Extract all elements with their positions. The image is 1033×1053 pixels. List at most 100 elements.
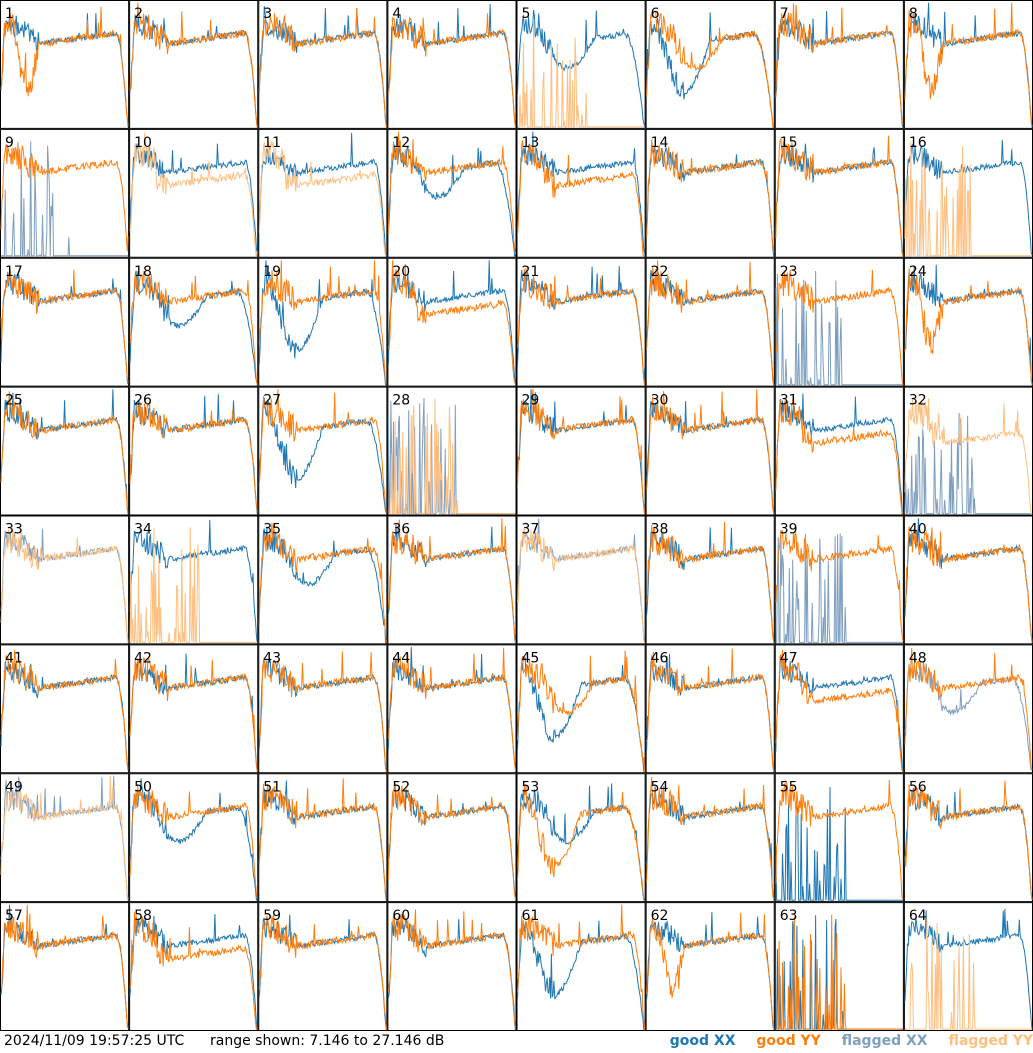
yy-trace — [258, 914, 387, 1030]
panel-label: 34 — [134, 522, 152, 538]
panel-30: 30 — [645, 386, 775, 516]
panel-label: 62 — [651, 908, 669, 924]
yy-trace — [517, 389, 646, 515]
xx-trace — [387, 646, 516, 770]
panel-58: 58 — [129, 902, 259, 1031]
panel-label: 44 — [392, 650, 410, 666]
panel-label: 18 — [134, 264, 152, 280]
panel-frame — [129, 128, 259, 258]
panel-label: 37 — [522, 522, 540, 538]
panel-20: 20 — [387, 257, 517, 387]
panel-frame — [516, 257, 646, 387]
panel-label: 5 — [522, 6, 531, 22]
yy-trace — [904, 526, 1033, 644]
panel-45: 45 — [516, 644, 646, 774]
panel-label: 9 — [5, 135, 14, 151]
yy-trace — [0, 527, 129, 644]
xx-trace — [775, 270, 903, 386]
panel-label: 43 — [263, 650, 281, 666]
panel-label: 27 — [263, 393, 281, 409]
panel-frame — [516, 0, 646, 129]
panel-label: 40 — [909, 522, 927, 538]
panel-frame — [258, 128, 388, 258]
panel-42: 42 — [129, 644, 259, 774]
yy-trace — [0, 775, 129, 900]
panel-18: 18 — [129, 257, 259, 387]
xx-trace — [904, 264, 1033, 384]
panel-label: 56 — [909, 779, 927, 795]
panel-label: 42 — [134, 650, 152, 666]
yy-trace — [904, 397, 1033, 516]
yy-trace — [646, 521, 775, 644]
yy-trace — [904, 141, 1032, 257]
panel-60: 60 — [387, 902, 517, 1031]
panel-label: 14 — [651, 135, 669, 151]
panel-label: 24 — [909, 264, 927, 280]
panel-1: 1 — [0, 0, 130, 129]
panel-label: 64 — [909, 908, 927, 924]
yy-trace — [129, 527, 258, 643]
legend-good-yy: good YY — [756, 1033, 821, 1049]
panel-frame — [0, 128, 130, 258]
yy-trace — [646, 260, 775, 386]
xx-trace — [646, 145, 775, 257]
panel-35: 35 — [258, 515, 388, 645]
panel-38: 38 — [645, 515, 775, 645]
panel-label: 12 — [392, 135, 410, 151]
panel-label: 59 — [263, 908, 281, 924]
xx-trace — [775, 658, 904, 772]
yy-trace — [646, 777, 775, 900]
yy-trace — [258, 778, 387, 899]
yy-trace — [904, 780, 1033, 901]
panel-label: 7 — [780, 6, 789, 22]
panel-frame — [129, 773, 259, 903]
panel-label: 25 — [5, 393, 23, 409]
yy-trace — [258, 260, 387, 384]
panel-17: 17 — [0, 257, 130, 387]
yy-trace — [258, 141, 387, 257]
yy-trace — [129, 911, 258, 1030]
panel-frame — [258, 0, 388, 129]
panel-48: 48 — [903, 644, 1033, 774]
panel-label: 23 — [780, 264, 798, 280]
panel-label: 4 — [392, 6, 401, 22]
panel-61: 61 — [516, 902, 646, 1031]
panel-frame — [0, 773, 130, 903]
yy-trace — [517, 904, 646, 1030]
yy-trace — [646, 912, 775, 1030]
panel-24: 24 — [903, 257, 1033, 387]
panel-25: 25 — [0, 386, 130, 516]
timestamp: 2024/11/09 19:57:25 UTC — [4, 1033, 185, 1049]
yy-trace — [129, 400, 258, 512]
yy-trace — [775, 394, 904, 515]
panel-9: 9 — [0, 128, 130, 258]
yy-trace — [387, 131, 516, 255]
panel-frame — [387, 515, 517, 645]
xx-trace — [904, 139, 1033, 256]
panel-label: 21 — [522, 264, 540, 280]
yy-trace — [517, 784, 645, 900]
panel-frame — [774, 644, 904, 774]
panel-13: 13 — [516, 128, 646, 258]
yy-trace — [129, 270, 258, 386]
panel-frame — [387, 644, 517, 774]
panel-label: 52 — [392, 779, 410, 795]
yy-trace — [129, 785, 258, 899]
panel-frame — [258, 902, 388, 1031]
xx-trace — [129, 913, 258, 1030]
panel-label: 46 — [651, 650, 669, 666]
yy-trace — [775, 779, 904, 899]
panel-36: 36 — [387, 515, 517, 645]
panel-frame — [387, 0, 517, 129]
yy-trace — [387, 909, 516, 1028]
panel-label: 33 — [5, 522, 23, 538]
panel-label: 54 — [651, 779, 669, 795]
yy-trace — [129, 2, 258, 128]
panel-6: 6 — [645, 0, 775, 129]
panel-label: 55 — [780, 779, 798, 795]
yy-trace — [517, 19, 645, 128]
panel-5: 5 — [516, 0, 646, 129]
yy-trace — [517, 268, 646, 386]
panel-31: 31 — [774, 386, 904, 516]
